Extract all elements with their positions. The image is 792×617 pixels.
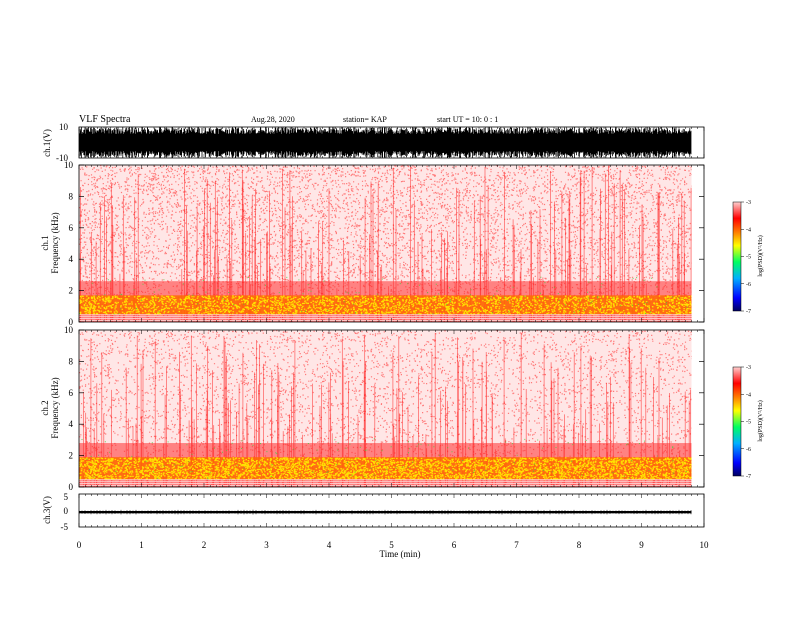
- ch2-spec-ylabel-channel: ch.2: [40, 400, 50, 415]
- spec-noise: [79, 330, 693, 487]
- spec-empty-tail: [691, 330, 704, 487]
- xtick-label: 5: [389, 540, 394, 550]
- ch3-ytick-mid: 0: [64, 506, 69, 516]
- figure-date: Aug.28, 2020: [251, 115, 295, 124]
- ch3-ytick-bottom: -5: [61, 522, 69, 532]
- ytick-label: 0: [69, 317, 74, 327]
- time-axis-label: Time (min): [380, 549, 421, 559]
- colorbar-tick-label: -3: [746, 200, 751, 206]
- ch1-spectrogram-panel: 0 2 4 6 8 10 ch.1 Frequency (kHz) -3 -4 -5 -6 -7 …: [40, 160, 764, 327]
- figure-station: station= KAP: [343, 115, 387, 124]
- xtick-label: 1: [139, 540, 144, 550]
- ch3-waveform-spikes: [79, 509, 692, 515]
- ytick-label: 10: [64, 160, 74, 170]
- ch1-ytick-bottom: -10: [56, 153, 68, 163]
- xtick-label: 8: [577, 540, 582, 550]
- ytick-label: 8: [69, 191, 74, 201]
- ch3-ylabel: ch.3(V): [42, 496, 52, 524]
- ytick-label: 2: [69, 286, 74, 296]
- colorbar-tick-label: -3: [746, 365, 751, 371]
- colorbar-tick-label: -5: [746, 420, 751, 426]
- spec-green-pixels: [81, 438, 687, 480]
- time-axis: 0 1 2 3 4 5 6 7 8 9 10: [77, 127, 709, 550]
- ytick-label: 10: [64, 325, 74, 335]
- xtick-label: 10: [700, 540, 710, 550]
- ch1-spec-ylabel-freq: Frequency (kHz): [50, 212, 60, 273]
- colorbar-tick-label: -6: [746, 447, 751, 453]
- colorbar-tick-label: -4: [746, 227, 751, 233]
- ytick-label: 6: [69, 223, 74, 233]
- ytick-label: 0: [69, 482, 74, 492]
- ch3-waveform-trace: [79, 509, 692, 515]
- ch3-ytick-top: 5: [64, 492, 69, 502]
- xtick-label: 2: [202, 540, 207, 550]
- xtick-label: 0: [77, 540, 82, 550]
- xtick-label: 3: [264, 540, 269, 550]
- ch1-ylabel: ch.1(V): [42, 129, 52, 157]
- ch2-colorbar-label: log(PSD)(V²/Hz): [757, 400, 764, 441]
- xtick-label: 4: [327, 540, 332, 550]
- ch1-ytick-top: 10: [59, 122, 69, 132]
- ch2-spectrogram-panel: 0 2 4 6 8 10 ch.2 Frequency (kHz) -3 -4 -5 -6 -7 …: [40, 325, 764, 492]
- colorbar-tick-label: -6: [746, 282, 751, 288]
- ch1-waveform-trace: [79, 127, 692, 158]
- spec-empty-tail: [691, 165, 704, 322]
- ytick-label: 2: [69, 451, 74, 461]
- figure-title: VLF Spectra: [79, 114, 131, 125]
- colorbar-tick-label: -7: [746, 309, 751, 315]
- ch1-waveform-line: [79, 127, 692, 158]
- ch1-colorbar: -3 -4 -5 -6 -7 log(PSD)(V²/Hz): [732, 200, 764, 315]
- ch1-spectrogram-image: [79, 165, 704, 322]
- spec-noise: [79, 165, 693, 322]
- ch1-colorbar-label: log(PSD)(V²/Hz): [757, 235, 764, 276]
- ytick-label: 4: [69, 419, 74, 429]
- ch1-spec-ylabel-channel: ch.1: [40, 235, 50, 250]
- xtick-label: 6: [452, 540, 457, 550]
- xtick-label: 7: [514, 540, 519, 550]
- spec-hot-pixels: [79, 295, 693, 316]
- xtick-label: 9: [639, 540, 644, 550]
- colorbar-tick-label: -7: [746, 474, 751, 480]
- figure-start-ut: start UT = 10: 0 : 1: [437, 115, 498, 124]
- ch2-spec-ylabel-freq: Frequency (kHz): [50, 377, 60, 438]
- spec-hot-pixels: [79, 457, 693, 481]
- colorbar-tick-label: -5: [746, 255, 751, 261]
- spec-intense-band: [79, 295, 692, 315]
- ch2-colorbar: -3 -4 -5 -6 -7 log(PSD)(V²/Hz): [732, 365, 764, 480]
- ch2-spectrogram-image: [79, 330, 704, 487]
- colorbar-tick-label: -4: [746, 392, 751, 398]
- ytick-label: 8: [69, 356, 74, 366]
- ytick-label: 4: [69, 254, 74, 264]
- ytick-label: 6: [69, 388, 74, 398]
